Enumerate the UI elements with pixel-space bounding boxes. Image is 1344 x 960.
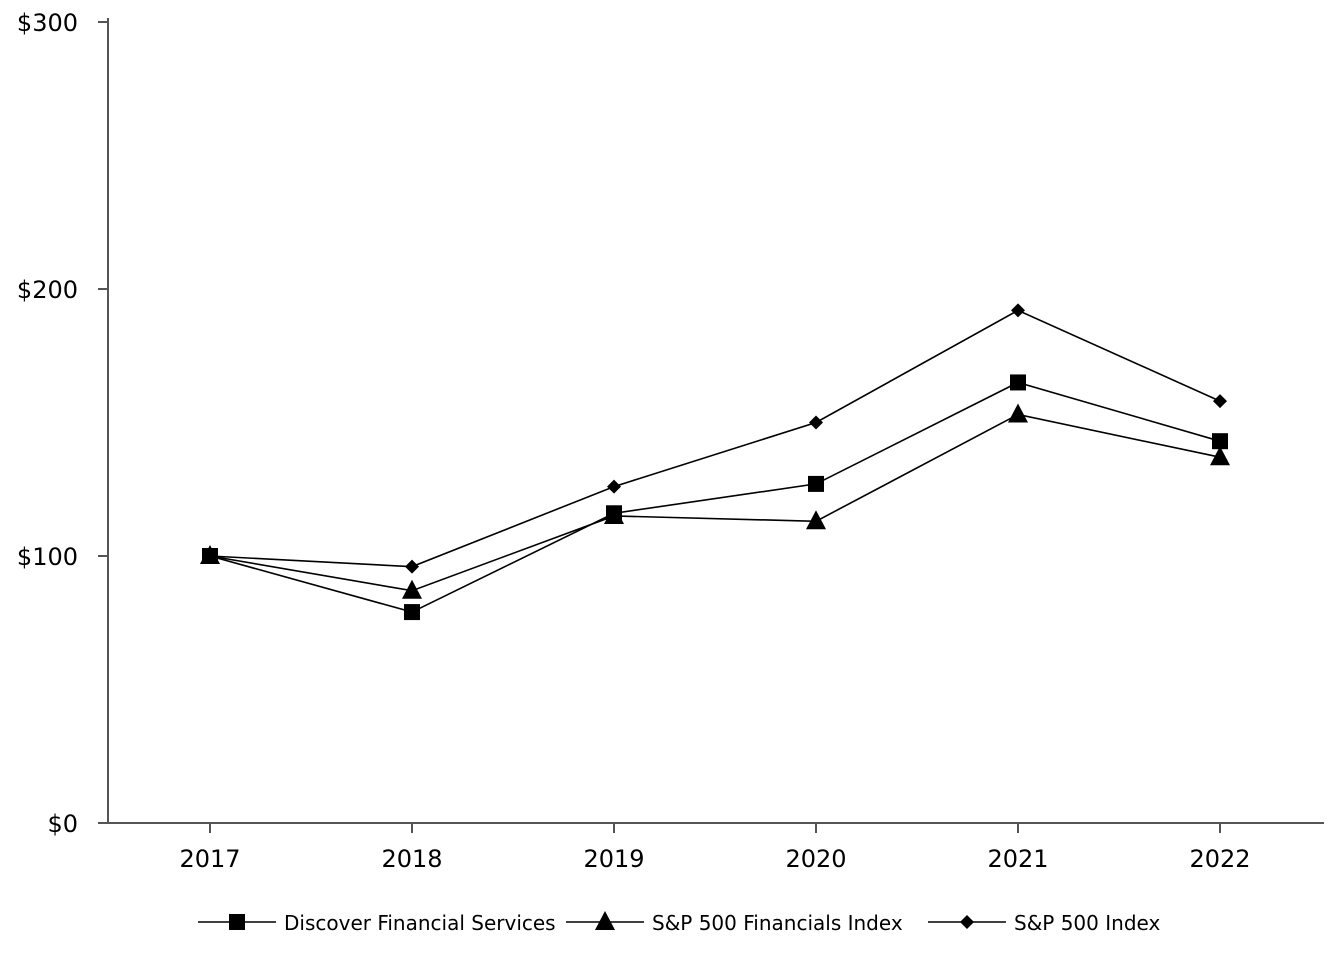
y-tick-label: $100 [17, 543, 78, 571]
series-line-1 [209, 413, 1221, 592]
data-point-diamond [809, 415, 823, 430]
legend-label: S&P 500 Index [1014, 911, 1160, 935]
data-point-diamond [1011, 303, 1025, 318]
series-line-0 [209, 381, 1221, 613]
series-lines [209, 309, 1221, 613]
data-point-triangle [604, 504, 624, 524]
data-point-square [1010, 374, 1026, 391]
legend-marker-square [229, 914, 245, 930]
data-point-triangle [806, 510, 826, 530]
legend-marker-diamond [960, 915, 974, 929]
data-point-triangle [1008, 403, 1028, 423]
x-tick-label: 2019 [583, 845, 644, 873]
x-tick-label: 2022 [1189, 845, 1250, 873]
axes: $0 $100 $200 $300 2017 2018 2019 2020 2021 2022 [17, 9, 1324, 873]
legend-label: S&P 500 Financials Index [652, 911, 903, 935]
data-point-diamond [405, 559, 419, 574]
data-point-square [808, 475, 824, 492]
data-point-square [1212, 433, 1228, 450]
data-point-diamond [1213, 394, 1227, 409]
x-tick-label: 2020 [785, 845, 846, 873]
y-tick-label: $300 [17, 9, 78, 37]
legend-marker-triangle [595, 911, 615, 930]
legend-label: Discover Financial Services [284, 911, 556, 935]
data-point-diamond [203, 549, 217, 563]
data-point-triangle [402, 579, 422, 599]
y-tick-label: $0 [47, 810, 78, 838]
data-point-square [404, 604, 420, 621]
x-tick-label: 2021 [987, 845, 1048, 873]
data-point-triangle [1210, 446, 1230, 466]
x-tick-label: 2018 [381, 845, 442, 873]
legend: Discover Financial Services S&P 500 Finan… [198, 911, 1160, 935]
series-line-2 [209, 309, 1221, 568]
y-tick-label: $200 [17, 276, 78, 304]
series-markers [200, 303, 1230, 621]
x-tick-label: 2017 [179, 845, 240, 873]
data-point-diamond [607, 479, 621, 494]
